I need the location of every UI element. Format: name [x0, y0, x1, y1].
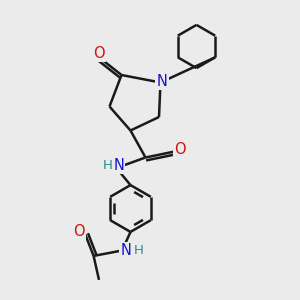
Text: O: O	[93, 46, 105, 61]
Text: H: H	[103, 159, 113, 172]
Text: H: H	[134, 244, 143, 257]
Text: O: O	[174, 142, 186, 158]
Text: N: N	[113, 158, 124, 173]
Text: O: O	[73, 224, 84, 239]
Text: N: N	[120, 243, 131, 258]
Text: N: N	[157, 74, 167, 88]
